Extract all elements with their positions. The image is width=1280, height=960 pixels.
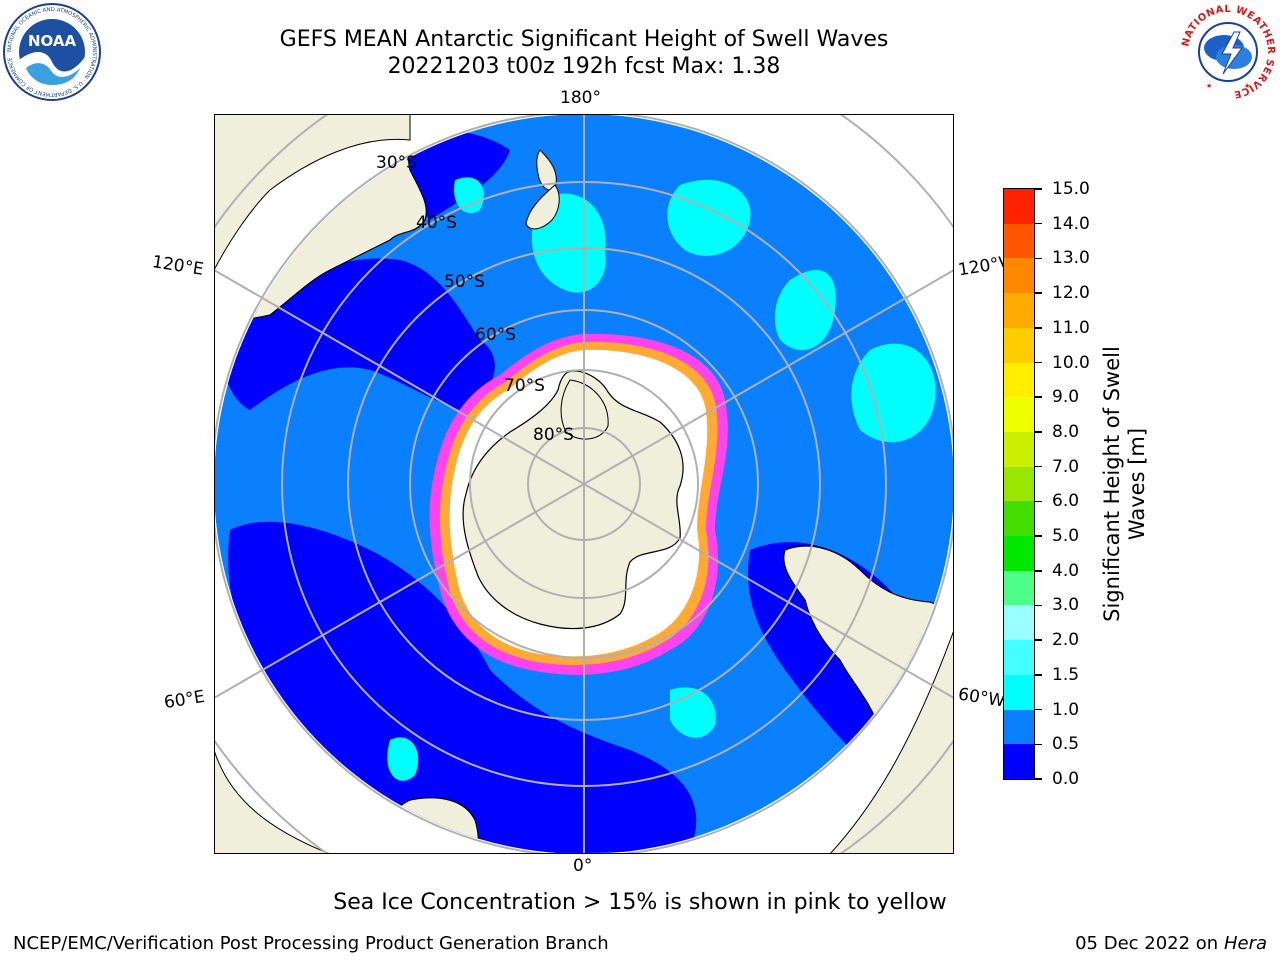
colorbar-tick-label: 2.0 — [1052, 630, 1080, 651]
lon-label-60e: 60°E — [162, 686, 207, 714]
colorbar-tick — [1034, 674, 1042, 676]
mid-swell-patch-7 — [387, 737, 419, 781]
colorbar-tick — [1034, 465, 1042, 468]
colorbar-tick-label: 6.0 — [1052, 491, 1080, 512]
lat-label-50s: 50°S — [444, 272, 485, 292]
chart-title-line2: 20221203 t00z 192h fcst Max: 1.38 — [387, 54, 781, 79]
lat-label-40s: 40°S — [416, 213, 457, 233]
colorbar-tick-label: 11.0 — [1052, 317, 1090, 338]
colorbar-tick — [1034, 778, 1042, 780]
colorbar-tick — [1034, 222, 1042, 225]
colorbar-tick-label: 12.0 — [1052, 283, 1090, 304]
colorbar-segment — [1004, 744, 1034, 779]
colorbar-tick-label: 0.0 — [1052, 769, 1080, 789]
colorbar-tick-label: 7.0 — [1052, 456, 1080, 477]
mid-swell-patch-3 — [667, 179, 751, 256]
colorbar-tick-label: 0.5 — [1052, 734, 1080, 755]
antarctica-landmass — [462, 370, 684, 630]
lon-label-0: 0° — [573, 856, 593, 876]
nws-logo: NATIONAL WEATHER SERVICE ★ ★ — [1180, 4, 1276, 100]
colorbar-segment — [1004, 223, 1034, 259]
colorbar-segment — [1004, 640, 1034, 675]
sea-ice-note: Sea Ice Concentration > 15% is shown in … — [333, 890, 947, 915]
noaa-logo-text: NOAA — [28, 32, 77, 50]
colorbar-tick — [1034, 361, 1042, 364]
lat-label-30s: 30°S — [376, 153, 417, 173]
colorbar-segment — [1004, 466, 1034, 502]
colorbar-segment — [1004, 536, 1034, 571]
colorbar-tick — [1034, 604, 1042, 607]
noaa-logo: NATIONAL OCEANIC AND ATMOSPHERIC ADMINIS… — [3, 3, 101, 101]
colorbar-segment — [1004, 362, 1034, 398]
colorbar-tick — [1034, 257, 1042, 260]
colorbar-tick — [1034, 639, 1042, 641]
colorbar-segment — [1004, 431, 1034, 467]
colorbar-tick — [1034, 500, 1042, 503]
colorbar-segment — [1004, 293, 1034, 328]
colorbar-tick-label: 5.0 — [1052, 526, 1080, 547]
mid-swell-patch-5 — [851, 343, 936, 443]
colorbar-segment — [1004, 570, 1034, 606]
lat-label-70s: 70°S — [504, 376, 545, 396]
new-zealand-north — [536, 149, 557, 191]
corner-land-bottomright — [829, 629, 954, 854]
colorbar-tick — [1034, 396, 1042, 398]
footer-date-text: 05 Dec 2022 on — [1075, 933, 1219, 954]
colorbar — [1003, 188, 1035, 780]
colorbar-tick-label: 15.0 — [1052, 179, 1090, 199]
lat-label-60s: 60°S — [475, 325, 516, 345]
graticule — [214, 114, 954, 854]
footer-date: 05 Dec 2022 on Hera — [1075, 933, 1267, 954]
colorbar-tick-label: 1.0 — [1052, 699, 1080, 720]
colorbar-tick — [1034, 431, 1042, 433]
lon-label-60w: 60°W — [956, 684, 1007, 712]
svg-text:★: ★ — [1206, 82, 1212, 90]
colorbar-segment — [1004, 258, 1034, 294]
colorbar-label: Significant Height of Swell Waves [m] — [1100, 346, 1149, 622]
new-zealand-south — [525, 184, 560, 230]
colorbar-tick-label: 13.0 — [1052, 248, 1090, 269]
colorbar-segment — [1004, 501, 1034, 537]
colorbar-tick — [1034, 743, 1042, 746]
colorbar-tick — [1034, 327, 1042, 329]
footer-credit: NCEP/EMC/Verification Post Processing Pr… — [13, 933, 609, 954]
corner-land-topleft — [214, 114, 411, 271]
footer-host: Hera — [1223, 933, 1267, 954]
colorbar-tick-label: 4.0 — [1052, 560, 1080, 581]
colorbar-tick-label: 1.5 — [1052, 664, 1080, 685]
colorbar-segment — [1004, 327, 1034, 363]
lon-label-180: 180° — [560, 88, 601, 108]
low-swell-region-north — [406, 131, 510, 220]
colorbar-tick-label: 9.0 — [1052, 387, 1080, 408]
lon-label-120e: 120°E — [150, 252, 205, 280]
svg-text:★: ★ — [1244, 82, 1250, 90]
colorbar-tick — [1034, 535, 1042, 537]
colorbar-segment — [1004, 709, 1034, 745]
mid-swell-patch-4 — [774, 270, 836, 350]
colorbar-segment — [1004, 605, 1034, 641]
colorbar-tick-label: 8.0 — [1052, 421, 1080, 442]
colorbar-segment — [1004, 189, 1034, 224]
colorbar-tick-label: 10.0 — [1052, 352, 1090, 373]
colorbar-tick — [1034, 570, 1042, 572]
polar-map: 30°S 40°S 50°S 60°S 70°S 80°S — [214, 114, 954, 854]
colorbar-tick-label: 14.0 — [1052, 213, 1090, 234]
colorbar-tick — [1034, 292, 1042, 294]
chart-title-line1: GEFS MEAN Antarctic Significant Height o… — [279, 27, 889, 52]
colorbar-tick — [1034, 708, 1042, 711]
colorbar-tick — [1034, 188, 1042, 190]
lat-label-80s: 80°S — [533, 425, 574, 445]
colorbar-tick-label: 3.0 — [1052, 595, 1080, 616]
mid-swell-patch-1 — [454, 177, 484, 214]
colorbar-segment — [1004, 674, 1034, 710]
colorbar-segment — [1004, 397, 1034, 432]
